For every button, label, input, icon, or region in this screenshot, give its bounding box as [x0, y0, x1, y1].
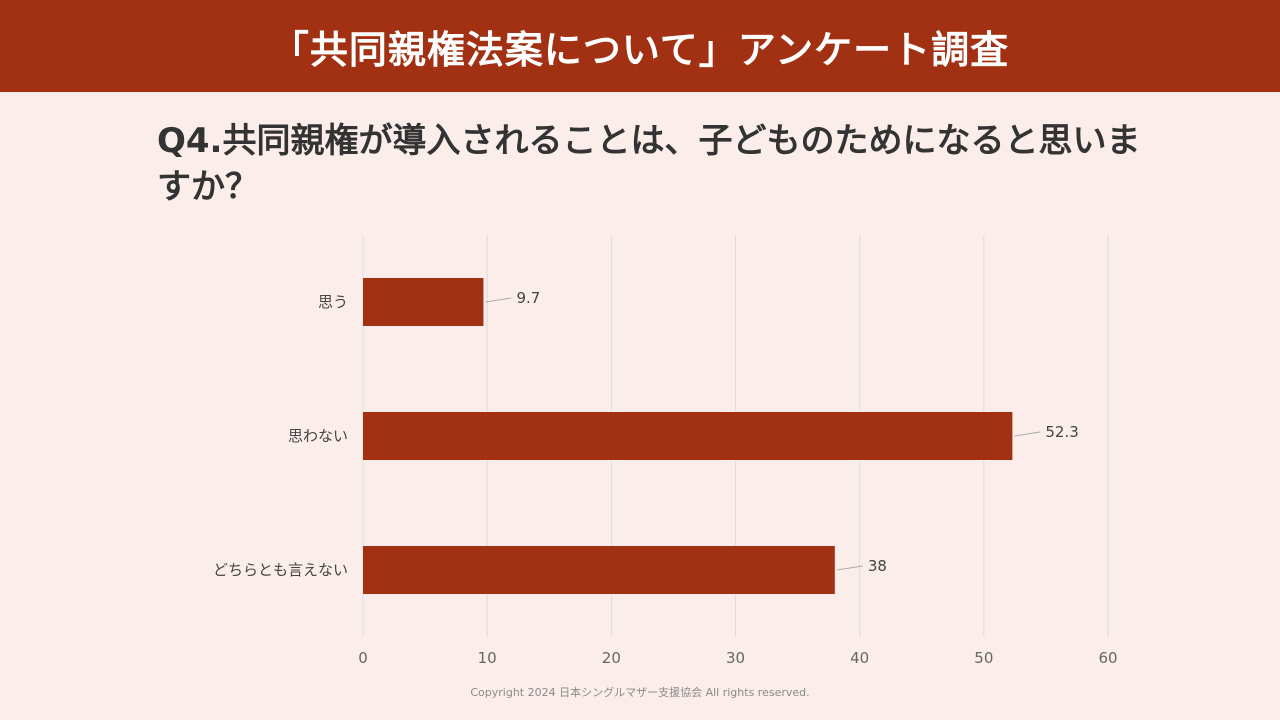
bar [363, 278, 484, 326]
page-title: 「共同親権法案について」アンケート調査 [270, 27, 1010, 72]
x-tick-label: 40 [850, 649, 869, 667]
category-label: どちらとも言えない [213, 561, 348, 579]
data-label: 52.3 [1045, 423, 1078, 441]
category-label: 思う [318, 293, 348, 311]
bars [363, 278, 1013, 594]
data-label: 38 [868, 557, 887, 575]
x-tick-label: 0 [358, 649, 368, 667]
x-tick-label: 20 [602, 649, 621, 667]
x-tick-label: 60 [1098, 649, 1117, 667]
header-banner: 「共同親権法案について」アンケート調査 [0, 0, 1280, 92]
bar [363, 412, 1013, 460]
bar [363, 546, 835, 594]
x-tick-label: 30 [726, 649, 745, 667]
leader-line [1014, 431, 1041, 437]
x-tick-label: 50 [974, 649, 993, 667]
leader-line [836, 565, 863, 571]
copyright-footer: Copyright 2024 日本シングルマザー支援協会 All rights … [470, 686, 810, 699]
question-text: Q4.共同親権が導入されることは、子どものためになると思いますか？ [157, 121, 1141, 207]
leader-line [485, 297, 512, 303]
data-label: 9.7 [516, 289, 540, 307]
labels: 0 10 20 30 40 50 60 思う 9.7 思わない 52.3 どちらとも言えない 38 [213, 289, 1118, 667]
category-label: 思わない [288, 427, 348, 445]
x-tick-label: 10 [478, 649, 497, 667]
